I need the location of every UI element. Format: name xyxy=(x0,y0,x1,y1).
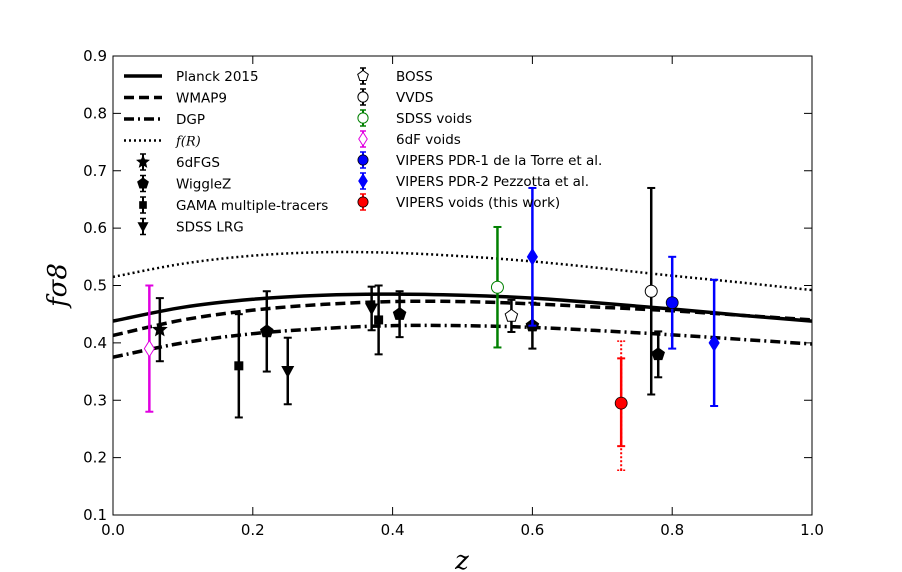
legend-label: VVDS xyxy=(396,90,433,106)
legend-label: SDSS voids xyxy=(396,111,472,127)
marker xyxy=(504,308,519,322)
legend-entry-gama-multiple-tracers: GAMA multiple-tracers xyxy=(139,196,328,214)
marker xyxy=(392,307,407,320)
y-tick-label: 0.6 xyxy=(83,219,107,237)
legend-entry-planck-2015: Planck 2015 xyxy=(124,69,259,85)
legend-label: VIPERS PDR-2 Pezzotta et al. xyxy=(396,174,589,190)
point-vipers-pdr-2-pezzotta-et-al-15 xyxy=(708,278,720,407)
legend-marker xyxy=(357,154,369,166)
legend-label: WMAP9 xyxy=(176,91,227,107)
legend-marker xyxy=(139,201,147,209)
legend-entry-vipers-pdr-2-pezzotta-et-al: VIPERS PDR-2 Pezzotta et al. xyxy=(358,172,589,190)
legend-entry-sdss-lrg: SDSS LRG xyxy=(137,217,244,236)
legend-label: 6dFGS xyxy=(176,155,220,171)
y-tick-label: 0.8 xyxy=(83,104,107,122)
y-tick-label: 0.3 xyxy=(83,391,107,409)
marker xyxy=(260,324,274,338)
x-tick-label: 0.0 xyxy=(101,521,125,539)
x-tick-label: 0.2 xyxy=(241,521,265,539)
y-tick-label: 0.5 xyxy=(83,277,107,295)
point-wigglez-4 xyxy=(651,330,665,379)
legend: Planck 2015 WMAP9 DGP f(R) 6dFGS WiggleZ GAMA … xyxy=(124,67,602,236)
marker xyxy=(651,347,665,361)
curve-f-r- xyxy=(113,250,812,292)
model-curves xyxy=(113,250,812,359)
marker xyxy=(526,247,538,266)
marker xyxy=(490,280,504,294)
point-vipers-voids-this-work-16 xyxy=(614,340,628,471)
point-vipers-pdr-2-pezzotta-et-al-14 xyxy=(526,186,538,327)
legend-label: WiggleZ xyxy=(176,177,231,193)
point-boss-9 xyxy=(504,298,519,333)
point-sdss-voids-11 xyxy=(490,225,504,349)
legend-entry-vvds: VVDS xyxy=(357,88,433,106)
legend-label: 6dF voids xyxy=(396,132,461,148)
y-axis-label: fσ8 xyxy=(43,263,73,309)
x-tick-label: 1.0 xyxy=(800,521,824,539)
point-vipers-pdr-1-de-la-torre-et-al-13 xyxy=(665,255,679,350)
legend-marker xyxy=(358,131,368,147)
data-points xyxy=(143,186,720,471)
legend-label: VIPERS PDR-1 de la Torre et al. xyxy=(396,153,602,169)
curve-planck-2015 xyxy=(113,292,812,323)
legend-marker xyxy=(357,91,369,103)
marker xyxy=(374,315,384,325)
legend-entry-wigglez: WiggleZ xyxy=(137,174,231,193)
legend-label: DGP xyxy=(176,112,205,128)
y-tick-label: 0.2 xyxy=(83,449,107,467)
point-vvds-10 xyxy=(644,186,658,396)
legend-label: Planck 2015 xyxy=(176,69,259,85)
axes: 0.0 0.2 0.4 0.6 0.8 1.0 0.1 0.2 0.3 0.4 0.5 0.6 0.7 0… xyxy=(83,47,824,539)
curve-dgp xyxy=(113,323,812,359)
marker xyxy=(365,303,379,316)
y-tick-label: 0.7 xyxy=(83,162,107,180)
point-sdss-lrg-8 xyxy=(365,285,379,332)
legend-marker xyxy=(358,173,368,189)
y-tick-label: 0.1 xyxy=(83,506,107,524)
legend-marker xyxy=(137,177,149,189)
point-6dfgs-0 xyxy=(151,297,168,363)
legend-marker xyxy=(357,69,369,81)
point-wigglez-1 xyxy=(260,290,274,373)
legend-entry-dgp: DGP xyxy=(124,112,205,128)
marker xyxy=(281,365,295,378)
legend-entry-sdss-voids: SDSS voids xyxy=(357,109,472,127)
legend-entry-6dfgs: 6dFGS xyxy=(136,153,220,171)
marker xyxy=(614,396,628,410)
legend-marker xyxy=(137,222,149,233)
point-wigglez-2 xyxy=(392,290,407,339)
legend-entry-6df-voids: 6dF voids xyxy=(358,130,461,148)
legend-entry-f-r: f(R) xyxy=(124,135,201,150)
point-6df-voids-12 xyxy=(143,284,155,413)
legend-entry-boss: BOSS xyxy=(357,67,433,85)
marker xyxy=(708,333,720,352)
legend-marker xyxy=(357,112,369,124)
legend-label: VIPERS voids (this work) xyxy=(396,195,560,211)
marker xyxy=(665,296,679,310)
marker xyxy=(151,321,168,337)
x-tick-label: 0.6 xyxy=(520,521,544,539)
legend-marker xyxy=(136,154,150,168)
point-gama-multiple-tracers-6 xyxy=(374,284,384,356)
legend-label: SDSS LRG xyxy=(176,220,244,236)
marker xyxy=(644,284,658,298)
legend-label: GAMA multiple-tracers xyxy=(176,198,328,214)
marker xyxy=(234,361,244,371)
point-gama-multiple-tracers-5 xyxy=(234,313,244,419)
curve-wmap9 xyxy=(113,299,812,338)
legend-marker xyxy=(357,196,369,208)
legend-entry-wmap9: WMAP9 xyxy=(124,91,227,107)
legend-label: BOSS xyxy=(396,69,433,85)
y-tick-label: 0.4 xyxy=(83,334,107,352)
y-tick-label: 0.9 xyxy=(83,47,107,65)
legend-label: f(R) xyxy=(175,135,201,150)
point-sdss-lrg-7 xyxy=(281,336,295,406)
x-tick-label: 0.8 xyxy=(660,521,684,539)
legend-entry-vipers-pdr-1-de-la-torre-et-al: VIPERS PDR-1 de la Torre et al. xyxy=(357,151,602,169)
marker xyxy=(143,339,155,358)
x-tick-label: 0.4 xyxy=(381,521,405,539)
x-axis-label: z xyxy=(454,546,469,572)
legend-entry-vipers-voids-this-work: VIPERS voids (this work) xyxy=(357,193,560,211)
